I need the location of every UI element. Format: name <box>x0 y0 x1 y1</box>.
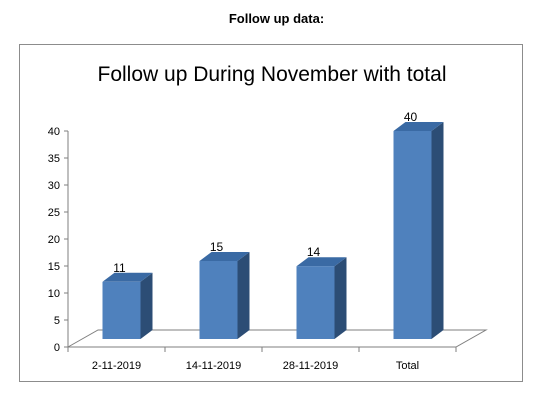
chart-floor-plane <box>66 329 488 348</box>
bar-side <box>431 122 444 339</box>
x-tick-label: 28-11-2019 <box>283 360 338 372</box>
bar-side <box>334 257 347 339</box>
data-label: 11 <box>113 261 126 275</box>
data-label: 40 <box>404 110 418 124</box>
data-label: 14 <box>307 245 321 259</box>
bar-side <box>237 252 250 339</box>
y-tick-label: 0 <box>54 342 60 354</box>
chart-area: Follow up During November with total 0 5 1… <box>19 44 523 382</box>
x-tick-label: Total <box>396 360 419 372</box>
y-tick-label: 40 <box>48 126 60 138</box>
y-tick-label: 20 <box>48 234 60 246</box>
bar-top <box>102 272 153 282</box>
x-tick-label: 14-11-2019 <box>186 360 241 372</box>
chart-title: Follow up During November with total <box>98 63 447 86</box>
bar <box>296 257 347 339</box>
bar-front <box>102 281 141 339</box>
y-tick-label: 35 <box>48 153 60 165</box>
bar-front <box>393 131 432 339</box>
bar-series <box>102 122 444 339</box>
x-tick-label: 2-11-2019 <box>92 360 141 372</box>
y-tick-label: 5 <box>54 315 60 327</box>
page-heading: Follow up data: <box>228 11 325 26</box>
bar <box>102 272 153 339</box>
y-tick-label: 25 <box>48 207 60 219</box>
bar-top <box>393 122 444 131</box>
bar-front <box>199 261 238 339</box>
bar <box>393 122 444 339</box>
bar-top <box>296 257 347 267</box>
chart-floor <box>66 329 488 348</box>
y-tick-label: 15 <box>48 261 60 273</box>
bar-chart: Follow up During November with total 0 5 1… <box>48 63 488 372</box>
y-tick-label: 30 <box>48 180 60 192</box>
chart-axes <box>64 130 457 352</box>
bar-front <box>296 266 335 339</box>
bar-side <box>140 272 153 339</box>
bar-top <box>199 252 250 261</box>
chart-labels: 0 5 10 15 20 25 30 35 40 2-11-2019 14-11-2019 28-11… <box>48 110 419 372</box>
y-tick-label: 10 <box>48 288 60 300</box>
bar <box>199 252 250 339</box>
data-label: 15 <box>210 240 224 254</box>
